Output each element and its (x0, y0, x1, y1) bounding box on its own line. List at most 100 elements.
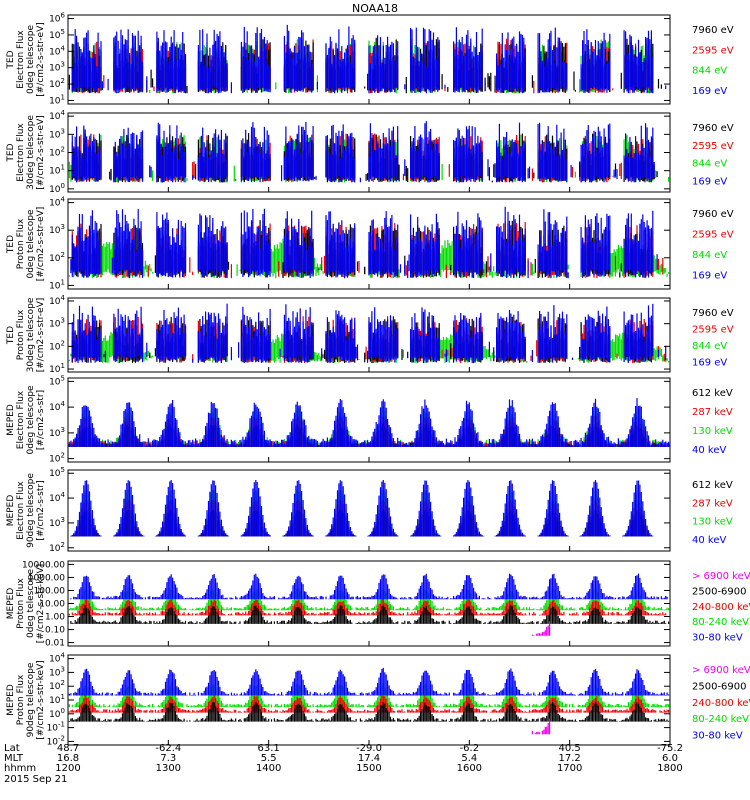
y-tick-exp: 1 (61, 693, 65, 701)
y-tick-label: 102 (49, 77, 65, 90)
y-tick-label: 104 (49, 652, 65, 665)
data-layer (68, 206, 670, 279)
y-tick-label: 103 (49, 61, 65, 74)
y-tick-label: 103 (49, 426, 65, 439)
y-tick-label: 104 (49, 294, 65, 307)
y-tick-base: 10 (49, 682, 61, 692)
y-tick-base: 10 (49, 80, 61, 90)
y-tick-label: 103 (49, 665, 65, 678)
y-axis-label: MEPEDProton Flux90deg telescope[#/cm2-s-… (6, 660, 46, 739)
y-tick-base: 10 (49, 297, 61, 307)
y-tick-label: 100 (49, 182, 65, 195)
y-tick-exp: -2 (58, 734, 65, 742)
y-axis-label-line: [#/cm2-s-str-eV] (36, 115, 46, 190)
y-tick-exp: 0 (61, 707, 65, 715)
x-tick-mlt: 17.4 (358, 753, 380, 764)
y-axis-label-line: 90deg telescope (26, 662, 36, 737)
legend-entry: 7960 eV (692, 123, 734, 134)
y-tick-label: 102 (49, 146, 65, 159)
y-tick-base: 10 (49, 64, 61, 74)
y-tick-label: 0.10 (45, 626, 65, 636)
x-tick-lat: -29.0 (356, 743, 382, 754)
y-tick-label: 104 (49, 109, 65, 122)
y-tick-base: 10 (49, 320, 61, 330)
panel-frame (67, 469, 671, 552)
y-axis-label-line: TED (6, 143, 16, 162)
y-axis-label-line: [#/cm2-s-str-eV] (36, 298, 46, 373)
y-tick-exp: 3 (61, 61, 65, 69)
y-axis-label-line: Proton Flux (16, 674, 26, 725)
y-tick-exp: -1 (58, 721, 65, 729)
y-tick-base: 10 (49, 47, 61, 57)
y-tick-base: 10 (49, 668, 61, 678)
y-tick-exp: 3 (61, 665, 65, 673)
y-tick-base: 10 (49, 544, 61, 554)
y-tick-label: 102 (49, 679, 65, 692)
series-green (68, 683, 670, 708)
y-tick-label: 105 (49, 374, 65, 387)
panel-meped-proton-0deg: 0.010.101.0010.00100.001000.0010000.00ME… (6, 560, 750, 648)
y-axis-label: TEDElectron Flux30deg telescope[#/cm2-s-… (6, 115, 46, 190)
y-tick-exp: 4 (61, 294, 66, 302)
data-layer (68, 121, 670, 183)
y-tick-exp: 2 (61, 679, 65, 687)
y-axis-label-line: 30deg telescope (26, 115, 36, 190)
y-tick-label: 10000.00 (22, 560, 65, 570)
data-layer (68, 303, 670, 364)
x-tick-mlt: 5.4 (461, 753, 477, 764)
y-axis-label-line: Proton Flux (16, 578, 26, 629)
y-axis-label-line: TED (6, 326, 16, 345)
series-red (68, 598, 667, 616)
y-tick-exp: 5 (61, 466, 65, 474)
y-tick-base: 10 (49, 167, 61, 177)
x-row-label: Lat (4, 743, 20, 754)
y-axis-label-line: 0deg telescope (26, 25, 36, 95)
y-tick-exp: 1 (61, 164, 65, 172)
legend-entry: 7960 eV (692, 25, 734, 36)
y-axis-label-line: [#/cm2-s-str] (36, 390, 46, 450)
y-tick-label: 104 (49, 44, 65, 57)
series-black (68, 605, 670, 624)
data-layer (68, 398, 670, 447)
legend-entry: 2595 eV (692, 141, 734, 152)
y-tick-exp: 3 (61, 223, 65, 231)
y-tick-label: 104 (49, 491, 65, 504)
y-tick-label: 101 (49, 93, 65, 106)
y-tick-label: 103 (49, 317, 65, 330)
y-tick-label: 10-1 (47, 721, 65, 734)
y-tick-base: 10 (49, 494, 61, 504)
y-tick-label: 102 (49, 251, 65, 264)
y-axis-label-line: [#/cm2-s-str-keV] (36, 660, 46, 739)
y-tick-exp: 2 (61, 339, 65, 347)
data-layer (68, 24, 667, 94)
x-tick-mlt: 16.8 (57, 753, 79, 764)
legend-entry: 612 keV (692, 388, 733, 399)
y-tick-base: 10 (49, 281, 61, 291)
y-axis-label: MEPEDElectron Flux0deg telescope[#/cm2-s… (6, 385, 46, 455)
legend-entry: 80-240 keV (692, 714, 749, 725)
y-axis-label-line: TED (6, 50, 16, 69)
legend-entry: 844 eV (692, 159, 727, 170)
legend-entry: 130 keV (692, 517, 733, 528)
y-tick-exp: 2 (61, 452, 65, 460)
y-tick-label: 106 (49, 12, 65, 25)
y-axis-label-line: 0deg telescope (26, 569, 36, 639)
panel-frame (67, 654, 671, 746)
y-tick-base: 10 (49, 96, 61, 106)
y-tick-exp: 1 (61, 278, 65, 286)
x-axis: LatMLThhmm48.716.81200-62.47.3130063.15.… (4, 743, 683, 785)
y-tick-exp: 0 (61, 182, 65, 190)
legend-entry: 130 keV (692, 426, 733, 437)
x-tick-lat: -6.2 (460, 743, 480, 754)
legend-entry: 287 keV (692, 498, 733, 509)
y-tick-base: 10 (49, 112, 61, 122)
series-green (70, 489, 654, 537)
legend-entry: 80-240 keV (692, 617, 749, 628)
y-tick-base: 10 (47, 724, 59, 734)
series-blue (68, 573, 668, 600)
